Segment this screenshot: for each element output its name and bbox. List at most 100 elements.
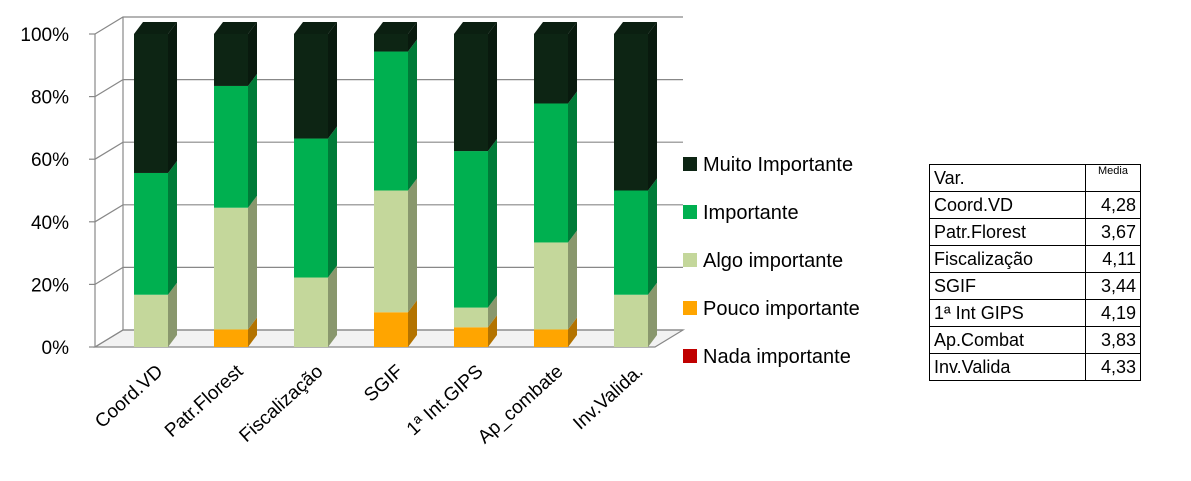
bar-top — [614, 22, 657, 34]
x-category-label: 1ª Int.GIPS — [403, 361, 487, 440]
bar-stack — [214, 22, 257, 347]
bar-segment — [134, 172, 168, 295]
x-category-label: SGIF — [360, 361, 407, 406]
table-cell-mean: 4,28 — [1085, 191, 1141, 219]
table-row: Patr.Florest 3,67 — [929, 218, 1141, 246]
bar-segment — [614, 294, 648, 347]
bar-segment — [454, 151, 488, 308]
bar-segment-side — [568, 230, 577, 330]
y-tick-label: 20% — [31, 275, 69, 296]
bar-segment-side — [328, 265, 337, 347]
bar-segment-side — [248, 317, 257, 347]
legend-swatch — [683, 349, 697, 363]
legend-swatch — [683, 301, 697, 315]
bar-top — [374, 22, 417, 34]
bar-segment-side — [328, 22, 337, 139]
y-axis-ticks: 0% 20% 40% 60% 80% 100% — [20, 25, 95, 359]
gridline — [94, 16, 683, 35]
x-category-label: Fiscalização — [236, 361, 328, 447]
bar-stack — [614, 22, 657, 347]
bar-segment — [454, 327, 488, 347]
table-row: Coord.VD 4,28 — [929, 191, 1141, 219]
bar-segment-side — [408, 178, 417, 313]
bar-segment — [214, 34, 248, 86]
legend-label: Nada importante — [703, 346, 851, 368]
table-cell-mean: 3,83 — [1085, 326, 1141, 354]
bar-segment-side — [408, 22, 417, 52]
bar-segment — [454, 34, 488, 152]
bar-segment — [614, 34, 648, 191]
bar-stack — [294, 22, 337, 347]
bar-stack — [134, 22, 177, 347]
bar-segment — [614, 190, 648, 295]
legend-swatch — [683, 253, 697, 267]
x-category-label: Ap_combate — [474, 361, 567, 448]
table-row: Ap.Combat 3,83 — [929, 326, 1141, 354]
table-cell-variable: Fiscalização — [929, 245, 1086, 273]
legend-label: Muito Importante — [703, 154, 853, 176]
bar-top — [134, 22, 177, 34]
x-category-label: Inv.Valida. — [569, 361, 647, 434]
bar-segment-side — [248, 22, 257, 86]
bar-segment-side — [568, 91, 577, 243]
table-row: Fiscalização 4,11 — [929, 245, 1141, 273]
bar-top — [534, 22, 577, 34]
table-cell-mean: 3,67 — [1085, 218, 1141, 246]
bar-segment-side — [328, 126, 337, 278]
table-row: SGIF 3,44 — [929, 272, 1141, 300]
bar-top — [214, 22, 257, 34]
bar-segment-side — [168, 22, 177, 173]
bars — [134, 22, 657, 347]
table-cell-mean: 4,33 — [1085, 353, 1141, 381]
table-row: Inv.Valida 4,33 — [929, 353, 1141, 381]
bar-segment — [374, 51, 408, 191]
bar-segment-side — [648, 282, 657, 347]
bar-segment-side — [488, 315, 497, 347]
legend-label: Pouco importante — [703, 298, 860, 320]
table-row: 1ª Int GIPS 4,19 — [929, 299, 1141, 327]
bar-segment-side — [648, 22, 657, 191]
bar-stack — [454, 22, 497, 347]
legend-label: Algo importante — [703, 250, 843, 272]
bar-segment — [374, 190, 408, 313]
table-cell-mean: 3,44 — [1085, 272, 1141, 300]
table-cell-variable: Patr.Florest — [929, 218, 1086, 246]
table-cell-variable: Inv.Valida — [929, 353, 1086, 381]
table-cell-variable: SGIF — [929, 272, 1086, 300]
bar-stack — [534, 22, 577, 347]
bar-segment — [294, 138, 328, 278]
table-cell-mean: 4,11 — [1085, 245, 1141, 273]
legend-swatch — [683, 157, 697, 171]
y-tick-label: 40% — [31, 213, 69, 234]
bar-segment — [294, 277, 328, 347]
bar-stack — [374, 22, 417, 347]
table-cell-variable: Coord.VD — [929, 191, 1086, 219]
bar-top — [294, 22, 337, 34]
y-tick-label: 60% — [31, 150, 69, 171]
bar-segment — [134, 34, 168, 173]
bar-segment — [454, 307, 488, 328]
bar-segment — [374, 34, 408, 52]
bar-segment — [534, 103, 568, 243]
legend-swatch — [683, 205, 697, 219]
bar-segment-side — [488, 22, 497, 152]
bar-segment — [534, 329, 568, 347]
bar-segment-side — [168, 282, 177, 347]
bar-segment-side — [488, 295, 497, 328]
table-header-media: Media — [1085, 164, 1141, 192]
bar-segment-side — [648, 178, 657, 295]
bar-segment-side — [568, 22, 577, 104]
bar-segment-side — [488, 139, 497, 308]
bar-segment — [534, 34, 568, 104]
bar-segment — [214, 207, 248, 330]
bar-segment — [294, 34, 328, 139]
legend-label: Importante — [703, 202, 799, 224]
y-tick-label: 0% — [42, 338, 70, 359]
bar-segment — [214, 329, 248, 347]
bar-segment — [214, 85, 248, 208]
bar-segment — [534, 242, 568, 330]
y-tick-label: 80% — [31, 88, 69, 109]
bar-segment-side — [248, 195, 257, 330]
